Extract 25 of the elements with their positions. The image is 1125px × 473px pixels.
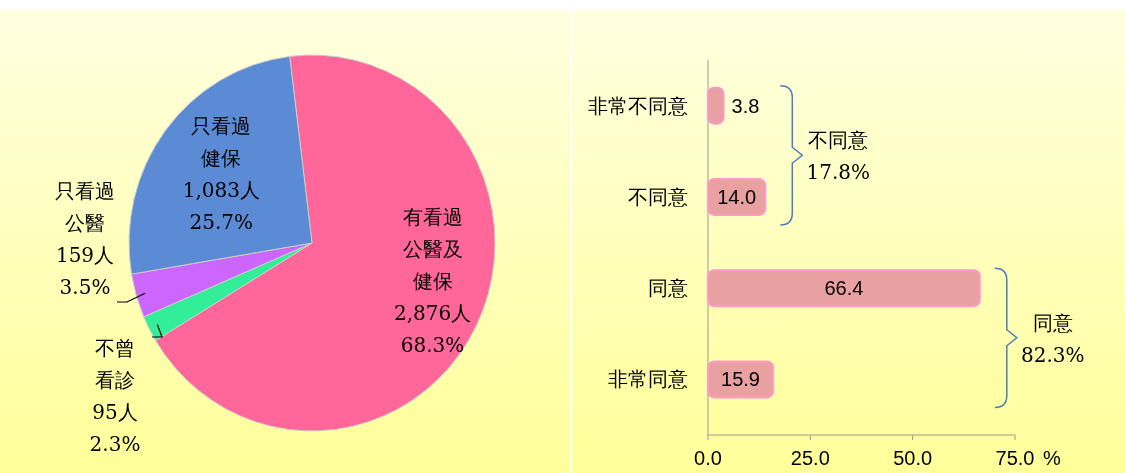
y-tick-label: 非常不同意	[588, 93, 688, 118]
x-tick-label: 25.0	[790, 447, 830, 469]
y-tick-label: 非常同意	[608, 367, 688, 392]
y-tick-label: 不同意	[628, 184, 688, 209]
x-axis-title: %	[1043, 447, 1062, 469]
bar	[707, 269, 981, 308]
x-tick-label: 75.0	[995, 447, 1035, 469]
data-label: 95人 2.3%	[89, 400, 141, 456]
data-label: 3.8	[731, 94, 760, 117]
data-label: 15.9	[721, 368, 761, 391]
x-tick-label: 50.0	[893, 447, 933, 469]
x-tick-label: 0.0	[694, 447, 722, 469]
slice-label: 有看過公醫及健保	[402, 205, 463, 294]
slice-label: 只看過公醫	[55, 179, 115, 235]
y-tick-label: 同意	[648, 276, 688, 301]
bar	[707, 86, 725, 125]
data-label: 2,876人 68.3%	[393, 301, 472, 358]
data-label: 14.0	[717, 185, 757, 208]
slice-label: 只看過健保	[191, 114, 252, 171]
annotation: 不同意 17.8%	[806, 128, 871, 185]
data-label: 66.4	[824, 277, 864, 300]
data-label: 1,083人 25.7%	[182, 178, 260, 235]
slice-label: 不曾看診	[95, 336, 135, 392]
data-label: 159人 3.5%	[55, 243, 115, 299]
text: 同意 82.3%	[1021, 310, 1085, 367]
